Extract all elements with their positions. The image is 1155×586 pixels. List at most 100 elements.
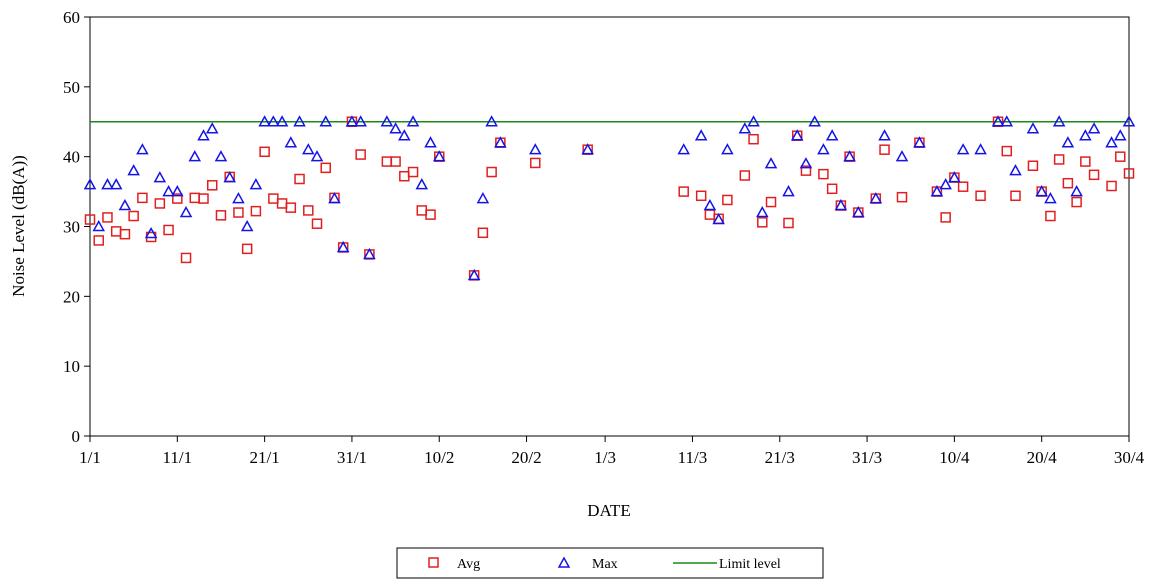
x-tick-label: 1/3 [594, 448, 616, 467]
max-point [162, 185, 175, 197]
avg-point [407, 166, 419, 178]
max-point [345, 115, 359, 127]
max-point [878, 129, 891, 141]
avg-point [800, 165, 812, 176]
avg-point [757, 217, 768, 228]
max-point [406, 115, 420, 127]
avg-point [250, 205, 262, 217]
legend-avg-marker [428, 557, 439, 568]
avg-point [975, 190, 986, 202]
avg-point [722, 194, 733, 206]
legend-limit-label: Limit level [719, 557, 781, 572]
max-point [529, 143, 542, 155]
avg-point [390, 156, 401, 167]
max-point [738, 122, 752, 134]
avg-point [425, 209, 436, 220]
avg-point [294, 173, 305, 185]
avg-point [896, 191, 908, 203]
x-tick-label: 30/4 [1114, 448, 1145, 467]
plot-area [89, 16, 1130, 437]
avg-point [1062, 177, 1074, 189]
max-point [756, 205, 769, 218]
max-point [1079, 129, 1092, 141]
max-point [808, 115, 821, 127]
max-point [302, 143, 315, 155]
y-tick-label: 10 [63, 357, 80, 376]
max-point [171, 185, 184, 197]
avg-point [486, 166, 497, 178]
avg-point [1001, 145, 1013, 157]
y-tick-label: 20 [63, 287, 80, 306]
avg-point [241, 243, 253, 255]
avg-point [1045, 210, 1056, 222]
max-point [293, 115, 306, 127]
avg-point [678, 186, 689, 197]
max-point [948, 171, 961, 183]
max-point [1061, 136, 1075, 148]
max-point [354, 115, 367, 127]
max-point [153, 171, 167, 183]
avg-point [154, 198, 166, 209]
max-point [284, 136, 298, 148]
max-point [109, 178, 123, 190]
avg-point [1106, 180, 1117, 192]
x-tick-label: 31/3 [852, 448, 882, 467]
avg-point [739, 170, 751, 181]
max-point [1035, 185, 1048, 197]
max-point [1052, 115, 1066, 127]
x-tick-label: 21/1 [250, 448, 280, 467]
avg-point [198, 193, 209, 204]
max-point [179, 205, 193, 218]
max-point [214, 150, 228, 162]
x-tick-label: 11/1 [163, 448, 193, 467]
max-point [956, 143, 970, 155]
max-point [1044, 192, 1057, 204]
max-point [817, 143, 830, 155]
max-point [852, 205, 865, 218]
avg-point [477, 227, 489, 239]
x-tick-label: 11/3 [678, 448, 708, 467]
avg-point [826, 183, 838, 195]
avg-point [695, 190, 707, 202]
max-point [1009, 164, 1022, 176]
avg-point [940, 212, 951, 223]
max-point [843, 150, 856, 162]
avg-point [215, 210, 227, 221]
avg-point [285, 202, 297, 213]
max-point [1105, 136, 1118, 148]
x-axis: 1/1 11/1 21/1 31/1 10/2 20/2 1/3 11/3 21/3 31/3 10… [79, 436, 1145, 467]
max-point [869, 192, 883, 204]
legend-max-marker [557, 556, 571, 568]
avg-point [1123, 168, 1135, 179]
max-point [467, 268, 481, 281]
avg-point [1071, 196, 1082, 208]
avg-point [1115, 151, 1126, 162]
max-point [328, 192, 341, 204]
avg-point [1027, 160, 1039, 171]
max-point [1113, 129, 1127, 141]
max-point [380, 115, 394, 127]
y-tick-label: 40 [63, 148, 80, 167]
max-point [258, 115, 271, 127]
avg-point [93, 235, 104, 246]
avg-point [818, 168, 829, 180]
max-point [485, 115, 498, 127]
x-tick-label: 10/4 [939, 448, 970, 467]
max-point [782, 185, 795, 197]
max-point [144, 226, 158, 239]
avg-point [163, 224, 174, 236]
avg-point [303, 205, 314, 216]
max-point [677, 143, 690, 155]
max-point [363, 247, 376, 260]
max-point [275, 115, 289, 127]
legend-avg-label: Avg [457, 557, 480, 572]
max-point [432, 150, 446, 162]
max-point [310, 150, 324, 162]
max-point [790, 129, 804, 141]
max-point [101, 178, 114, 190]
max-point [424, 136, 437, 148]
avg-point [180, 252, 192, 264]
max-point [240, 219, 254, 232]
avg-point [206, 180, 218, 191]
